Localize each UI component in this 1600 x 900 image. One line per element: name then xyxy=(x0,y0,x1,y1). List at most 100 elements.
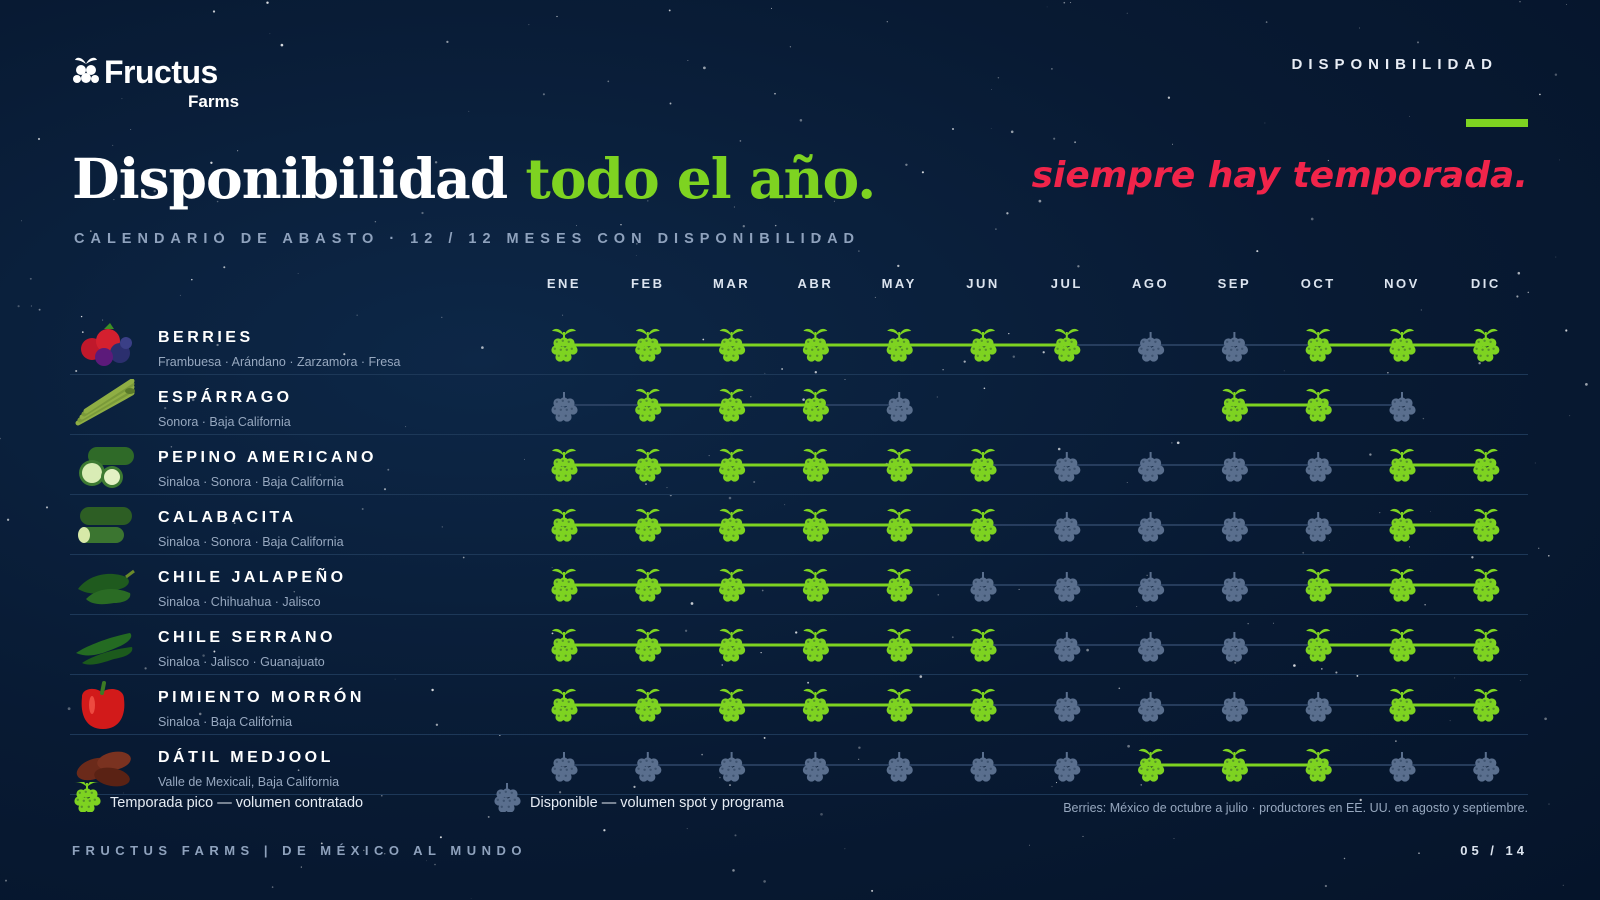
dates-icon xyxy=(76,751,131,787)
availability-track xyxy=(551,748,1500,782)
available-berry-icon xyxy=(1221,692,1248,722)
available-berry-icon xyxy=(1138,692,1165,722)
star xyxy=(1172,143,1173,145)
month-oct: OCT xyxy=(1300,276,1336,291)
asparagus-icon xyxy=(75,379,135,426)
star xyxy=(1310,217,1314,221)
star xyxy=(990,127,992,129)
star xyxy=(1548,803,1550,805)
peak-berry-icon xyxy=(551,628,578,662)
month-may: MAY xyxy=(881,276,917,291)
table-row: ESPÁRRAGO Sonora · Baja California xyxy=(70,375,1528,435)
star xyxy=(858,250,860,252)
peak-berry-icon xyxy=(802,688,830,722)
available-berry-icon xyxy=(494,783,521,812)
star xyxy=(997,76,1000,79)
peak-berry-icon xyxy=(1389,628,1416,662)
star xyxy=(421,211,424,215)
available-berry-icon xyxy=(886,752,913,782)
product-regions: Frambuesa · Arándano · Zarzamora · Fresa xyxy=(158,355,401,369)
peak-berry-icon xyxy=(802,388,830,422)
available-berry-icon xyxy=(1138,632,1165,662)
availability-track xyxy=(551,508,1500,542)
available-berry-icon xyxy=(1138,332,1165,362)
available-berry-icon xyxy=(1305,452,1332,482)
footer-brand: FRUCTUS FARMS | DE MÉXICO AL MUNDO xyxy=(72,843,527,858)
available-berry-icon xyxy=(1305,692,1332,722)
star xyxy=(470,898,472,900)
star xyxy=(1516,295,1519,298)
jalapeno-icon xyxy=(78,569,135,605)
peak-berry-icon xyxy=(635,448,662,482)
brand-name: Fructus xyxy=(104,54,218,90)
available-berry-icon xyxy=(1305,512,1332,542)
bell-pepper-icon xyxy=(81,681,125,729)
star xyxy=(271,886,274,888)
star xyxy=(897,264,900,268)
availability-track xyxy=(551,328,1500,362)
peak-berry-icon xyxy=(551,328,578,362)
available-berry-icon xyxy=(551,752,578,782)
peak-berry-icon xyxy=(802,508,830,542)
star xyxy=(37,137,41,141)
peak-berry-icon xyxy=(719,688,746,722)
product-regions: Valle de Mexicali, Baja California xyxy=(158,775,340,789)
star xyxy=(45,506,49,509)
peak-berry-icon xyxy=(1389,328,1416,362)
month-jun: JUN xyxy=(966,276,1000,291)
star xyxy=(1565,329,1568,332)
star xyxy=(29,277,32,280)
peak-berry-icon xyxy=(719,508,746,542)
peak-berry-icon xyxy=(1473,448,1500,482)
star xyxy=(1359,27,1360,29)
star xyxy=(269,33,271,35)
available-berry-icon xyxy=(802,752,830,782)
star xyxy=(607,80,610,83)
star xyxy=(620,224,622,226)
star xyxy=(1562,884,1564,886)
star xyxy=(789,46,792,48)
available-berry-icon xyxy=(1054,512,1081,542)
star xyxy=(820,812,823,816)
month-ago: AGO xyxy=(1132,276,1170,291)
star xyxy=(1074,141,1077,144)
row-divider xyxy=(70,734,1528,735)
star xyxy=(374,220,377,223)
peak-berry-icon xyxy=(1305,628,1332,662)
legend-available: Disponible — volumen spot y programa xyxy=(494,783,784,812)
legend-peak: Temporada pico — volumen contratado xyxy=(74,782,363,812)
available-berry-icon xyxy=(1389,392,1416,422)
peak-berry-icon xyxy=(551,448,578,482)
availability-track xyxy=(551,568,1500,602)
peak-berry-icon xyxy=(635,328,662,362)
star xyxy=(1418,852,1420,854)
product-name: CALABACITA xyxy=(158,509,297,526)
star xyxy=(528,24,530,26)
star xyxy=(1126,12,1128,14)
table-row: DÁTIL MEDJOOL Valle de Mexicali, Baja Cal… xyxy=(70,735,1528,795)
peak-berry-icon xyxy=(1305,388,1332,422)
available-berry-icon xyxy=(1138,512,1165,542)
star xyxy=(1539,93,1541,96)
month-abr: ABR xyxy=(797,276,834,291)
product-name: BERRIES xyxy=(158,329,254,346)
star xyxy=(732,869,735,872)
star xyxy=(179,294,181,296)
star xyxy=(1569,415,1571,417)
star xyxy=(17,305,20,308)
star xyxy=(1544,717,1547,721)
available-berry-icon xyxy=(1054,752,1081,782)
available-berry-icon xyxy=(635,752,662,782)
star xyxy=(130,129,132,130)
peak-berry-icon xyxy=(719,448,746,482)
month-feb: FEB xyxy=(631,276,665,291)
star xyxy=(212,10,216,13)
peak-berry-icon xyxy=(635,568,662,602)
star xyxy=(669,102,672,105)
star xyxy=(266,1,269,4)
peak-berry-icon xyxy=(802,568,830,602)
table-row: PIMIENTO MORRÓN Sinaloa · Baja California xyxy=(70,675,1528,735)
product-regions: Sinaloa · Sonora · Baja California xyxy=(158,535,344,549)
star xyxy=(1343,857,1346,860)
peak-berry-icon xyxy=(719,568,746,602)
